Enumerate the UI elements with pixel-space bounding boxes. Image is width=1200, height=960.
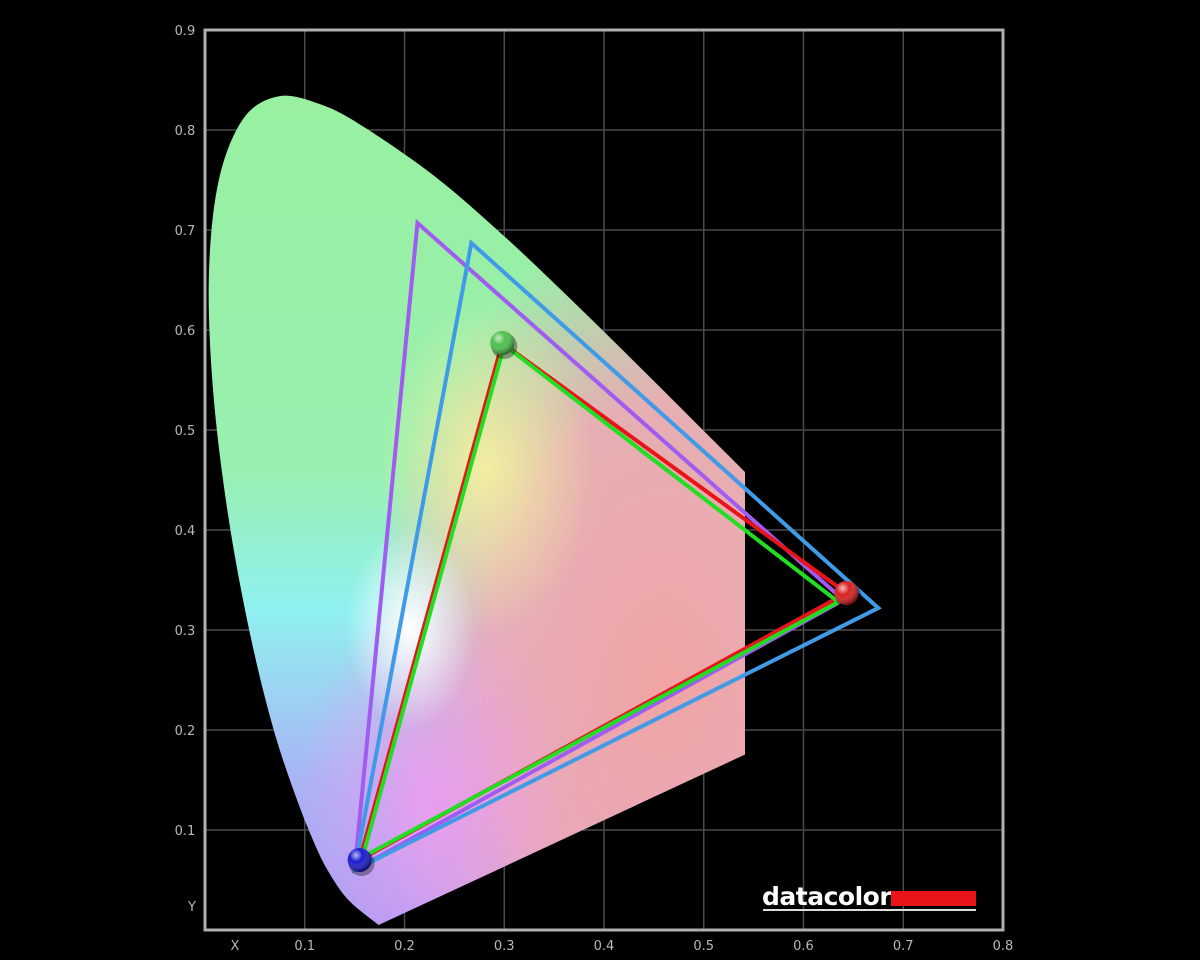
x-tick-label: 0.5 (693, 939, 714, 954)
x-tick-label: 0.6 (793, 939, 814, 954)
x-tick-label: 0.2 (394, 939, 415, 954)
y-tick-label: 0.6 (175, 324, 196, 339)
x-tick-label: 0.8 (993, 939, 1014, 954)
gamut-triangles (351, 218, 882, 874)
gamut-triangle-3 (359, 341, 843, 861)
datacolor-logo: datacolor (762, 882, 976, 911)
y-tick-label: 0.1 (175, 824, 196, 839)
x-tick-label: 0.7 (893, 939, 914, 954)
y-tick-label: 0.2 (175, 724, 196, 739)
y-tick-label: 0.5 (175, 424, 196, 439)
point-highlight (834, 581, 859, 605)
gamut-triangle-1 (351, 239, 882, 874)
gamut-triangle-0 (352, 218, 847, 874)
y-tick-label: 0.3 (175, 624, 196, 639)
y-tick-label: 0.7 (175, 224, 196, 239)
x-tick-label: 0.3 (494, 939, 515, 954)
tick-labels: 0.1 0.2 0.3 0.4 0.5 0.6 0.7 0.8 0.1 0.2 0.3 0.4 0.5 0… (175, 24, 1014, 954)
y-tick-label: 0.8 (175, 124, 196, 139)
x-tick-label: 0.1 (294, 939, 315, 954)
x-tick-label: 0.4 (594, 939, 615, 954)
point-highlight (347, 848, 372, 872)
y-axis-label: Y (187, 900, 196, 915)
point-highlight (490, 331, 515, 355)
plot-frame (203, 28, 1005, 932)
y-tick-label: 0.9 (175, 24, 196, 39)
logo-text: datacolor (762, 882, 892, 911)
measured-points (347, 331, 862, 876)
y-tick-label: 0.4 (175, 524, 196, 539)
x-axis-label: X (231, 939, 240, 954)
